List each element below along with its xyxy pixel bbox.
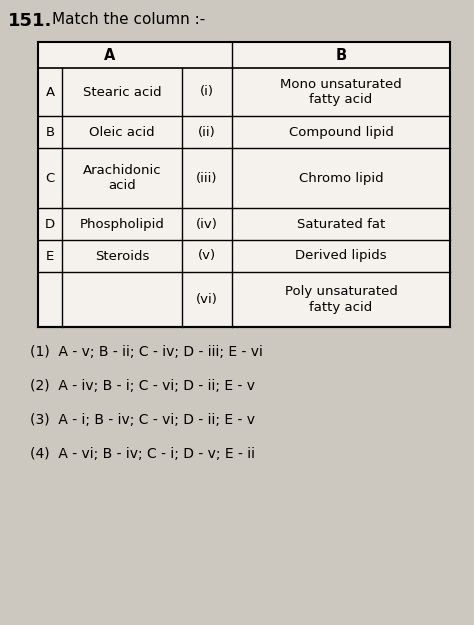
Text: Oleic acid: Oleic acid [89,126,155,139]
Text: Poly unsaturated
fatty acid: Poly unsaturated fatty acid [284,286,397,314]
Text: Compound lipid: Compound lipid [289,126,393,139]
Text: (1)  A - v; B - ii; C - iv; D - iii; E - vi: (1) A - v; B - ii; C - iv; D - iii; E - … [30,345,263,359]
Text: D: D [45,217,55,231]
Text: C: C [46,171,55,184]
Text: Derived lipids: Derived lipids [295,249,387,262]
Text: (iii): (iii) [196,171,218,184]
Text: Stearic acid: Stearic acid [82,86,161,99]
Text: (i): (i) [200,86,214,99]
Text: B: B [46,126,55,139]
Text: (ii): (ii) [198,126,216,139]
Text: 151.: 151. [8,12,52,30]
Text: (4)  A - vi; B - iv; C - i; D - v; E - ii: (4) A - vi; B - iv; C - i; D - v; E - ii [30,447,255,461]
Text: (iv): (iv) [196,217,218,231]
Text: (2)  A - iv; B - i; C - vi; D - ii; E - v: (2) A - iv; B - i; C - vi; D - ii; E - v [30,379,255,393]
Text: Phospholipid: Phospholipid [80,217,164,231]
Text: A: A [46,86,55,99]
Text: Mono unsaturated
fatty acid: Mono unsaturated fatty acid [280,78,402,106]
Text: B: B [336,48,346,63]
Text: Saturated fat: Saturated fat [297,217,385,231]
Text: Chromo lipid: Chromo lipid [299,171,383,184]
Text: Match the column :-: Match the column :- [52,12,205,27]
Text: Steroids: Steroids [95,249,149,262]
Text: Arachidonic
acid: Arachidonic acid [82,164,161,192]
Text: (vi): (vi) [196,293,218,306]
Text: A: A [104,48,116,63]
Text: (3)  A - i; B - iv; C - vi; D - ii; E - v: (3) A - i; B - iv; C - vi; D - ii; E - v [30,413,255,427]
Text: (v): (v) [198,249,216,262]
Text: E: E [46,249,54,262]
